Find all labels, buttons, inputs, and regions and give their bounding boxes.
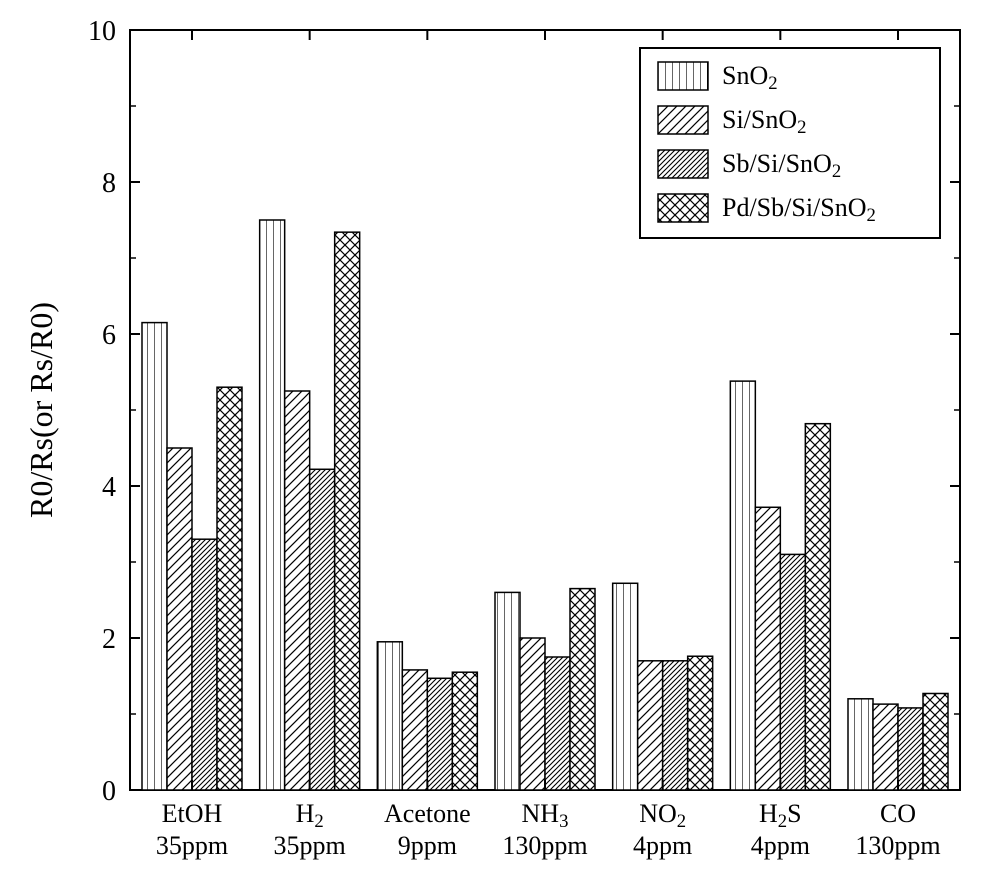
y-tick-label: 4 [102, 472, 116, 503]
bar [377, 642, 402, 790]
y-axis-label: R0/Rs(or Rs/R0) [23, 302, 59, 518]
bar [285, 391, 310, 790]
x-category-label-line1: H2S [759, 799, 802, 832]
bar [142, 323, 167, 790]
bar [310, 469, 335, 790]
legend-swatch [658, 150, 708, 178]
bar [545, 657, 570, 790]
legend-swatch [658, 62, 708, 90]
bar [755, 507, 780, 790]
bar [570, 589, 595, 790]
bar [848, 699, 873, 790]
x-category-label-line1: CO [880, 799, 916, 828]
legend-swatch [658, 194, 708, 222]
bar [217, 387, 242, 790]
bar [898, 708, 923, 790]
y-tick-label: 0 [102, 776, 116, 807]
legend-label: Si/SnO2 [722, 105, 807, 138]
legend-label: Pd/Sb/Si/SnO2 [722, 193, 876, 226]
x-category-label-line2: 130ppm [855, 831, 940, 860]
x-category-label-line1: Acetone [384, 799, 471, 828]
bar [260, 220, 285, 790]
x-category-label-line1: NO2 [639, 799, 686, 832]
y-tick-label: 6 [102, 320, 116, 351]
bar [805, 424, 830, 790]
bar [192, 539, 217, 790]
bar [335, 232, 360, 790]
bar [520, 638, 545, 790]
x-category-label-line1: NH3 [522, 799, 569, 832]
bar [923, 693, 948, 790]
legend-swatch [658, 106, 708, 134]
bar [873, 704, 898, 790]
legend-label: Sb/Si/SnO2 [722, 149, 841, 182]
bar [402, 670, 427, 790]
x-category-label-line2: 9ppm [398, 831, 457, 860]
bar [613, 583, 638, 790]
grouped-bar-chart: 0246810R0/Rs(or Rs/R0)EtOH35ppmH235ppmAc… [0, 0, 1000, 894]
y-tick-label: 10 [88, 16, 116, 47]
x-category-label-line1: EtOH [162, 799, 223, 828]
chart-container: 0246810R0/Rs(or Rs/R0)EtOH35ppmH235ppmAc… [0, 0, 1000, 894]
bar [638, 661, 663, 790]
x-category-label-line2: 4ppm [751, 831, 810, 860]
bar [663, 661, 688, 790]
x-category-label-line2: 130ppm [502, 831, 587, 860]
bar [427, 678, 452, 790]
bar [167, 448, 192, 790]
bar [688, 656, 713, 790]
x-category-label-line2: 35ppm [156, 831, 228, 860]
x-category-label-line1: H2 [296, 799, 324, 832]
bar [495, 592, 520, 790]
bar [780, 554, 805, 790]
bar [452, 672, 477, 790]
y-tick-label: 8 [102, 168, 116, 199]
y-tick-label: 2 [102, 624, 116, 655]
x-category-label-line2: 4ppm [633, 831, 692, 860]
bar [730, 381, 755, 790]
x-category-label-line2: 35ppm [274, 831, 346, 860]
